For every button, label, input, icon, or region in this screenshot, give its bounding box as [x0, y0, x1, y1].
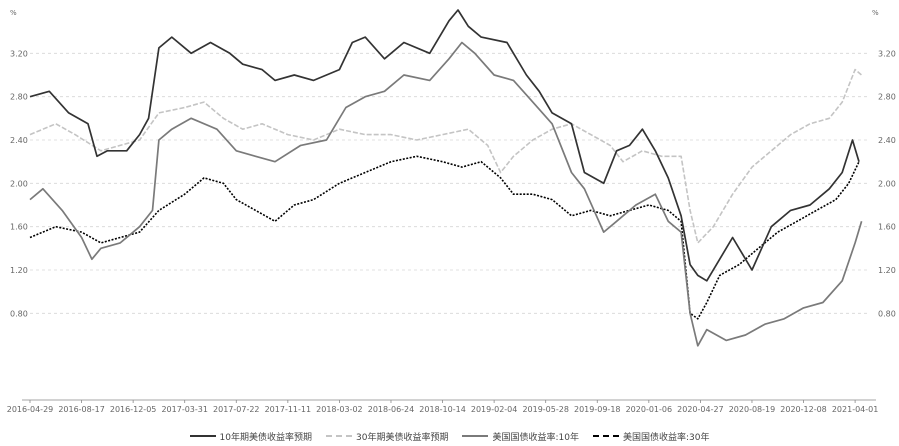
- x-tick-label: 2020-12-08: [780, 405, 827, 414]
- x-tick-label: 2019-05-28: [522, 405, 569, 414]
- y-tick-left: 2.40: [10, 136, 28, 145]
- x-tick-label: 2016-12-05: [110, 405, 157, 414]
- x-tick-label: 2016-04-29: [7, 405, 54, 414]
- y-tick-right: 2.40: [878, 136, 896, 145]
- legend-label: 10年期美债收益率预期: [219, 432, 312, 443]
- legend-label: 美国国债收益率:30年: [622, 432, 710, 443]
- y-tick-left: 0.80: [10, 309, 28, 318]
- x-tick-label: 2021-04-01: [832, 405, 879, 414]
- x-tick-label: 2020-04-27: [677, 405, 724, 414]
- y-tick-right: 0.80: [878, 309, 896, 318]
- legend-item-4: 美国国债收益率:30年: [592, 430, 710, 443]
- right-axis: 0.80 1.20 1.60 2.00 2.40 2.80 3.20: [878, 49, 896, 318]
- left-axis: 0.80 1.20 1.60 2.00 2.40 2.80 3.20: [10, 49, 28, 318]
- x-tick-label: 2017-11-11: [265, 405, 312, 414]
- series-line-2: [29, 68, 863, 244]
- y-tick-left: 1.60: [10, 223, 28, 232]
- legend-swatch: [189, 435, 216, 437]
- x-tick-label: 2018-10-14: [419, 405, 466, 414]
- right-axis-unit: %: [872, 9, 879, 17]
- x-tick-label: 2018-03-02: [316, 405, 363, 414]
- x-axis: 2016-04-29 2016-08-17 2016-12-05 2017-03-31…: [7, 399, 879, 414]
- legend-swatch: [326, 435, 352, 437]
- legend-label: 美国国债收益率:10年: [492, 432, 579, 443]
- x-tick-label: 2017-03-31: [161, 405, 208, 414]
- series-lines: [29, 9, 863, 347]
- legend-swatch: [592, 435, 619, 437]
- x-tick-label: 2019-09-18: [574, 405, 621, 414]
- legend: 10年期美债收益率预期 30年期美债收益率预期 美国国债收益率:10年 美国国债收益率…: [0, 428, 899, 444]
- series-line-3: [29, 41, 863, 347]
- x-tick-label: 2020-08-19: [729, 405, 776, 414]
- x-tick-label: 2020-01-06: [626, 405, 673, 414]
- series-line-1: [29, 9, 860, 282]
- legend-item-1: 10年期美债收益率预期: [189, 430, 312, 443]
- legend-swatch: [462, 435, 489, 437]
- x-tick-label: 2018-06-24: [368, 405, 415, 414]
- x-tick-label: 2017-07-22: [213, 405, 260, 414]
- line-chart: % % 0.80 1.20 1.60 2.00 2.40 2.80 3.20 0.80 1.2…: [7, 9, 896, 414]
- y-tick-right: 2.00: [878, 179, 896, 188]
- series-line-4: [29, 155, 860, 320]
- y-tick-right: 2.80: [878, 93, 896, 102]
- y-tick-left: 2.00: [10, 179, 28, 188]
- legend-item-3: 美国国债收益率:10年: [462, 430, 579, 443]
- legend-label: 30年期美债收益率预期: [356, 432, 449, 443]
- y-tick-right: 1.20: [878, 266, 896, 275]
- y-tick-left: 2.80: [10, 93, 28, 102]
- legend-item-2: 30年期美债收益率预期: [326, 430, 448, 443]
- y-tick-right: 1.60: [878, 223, 896, 232]
- left-axis-unit: %: [10, 9, 17, 17]
- y-tick-left: 3.20: [10, 49, 28, 58]
- x-tick-label: 2016-08-17: [58, 405, 105, 414]
- y-tick-right: 3.20: [878, 49, 896, 58]
- y-tick-left: 1.20: [10, 266, 28, 275]
- x-tick-label: 2019-02-04: [471, 405, 518, 414]
